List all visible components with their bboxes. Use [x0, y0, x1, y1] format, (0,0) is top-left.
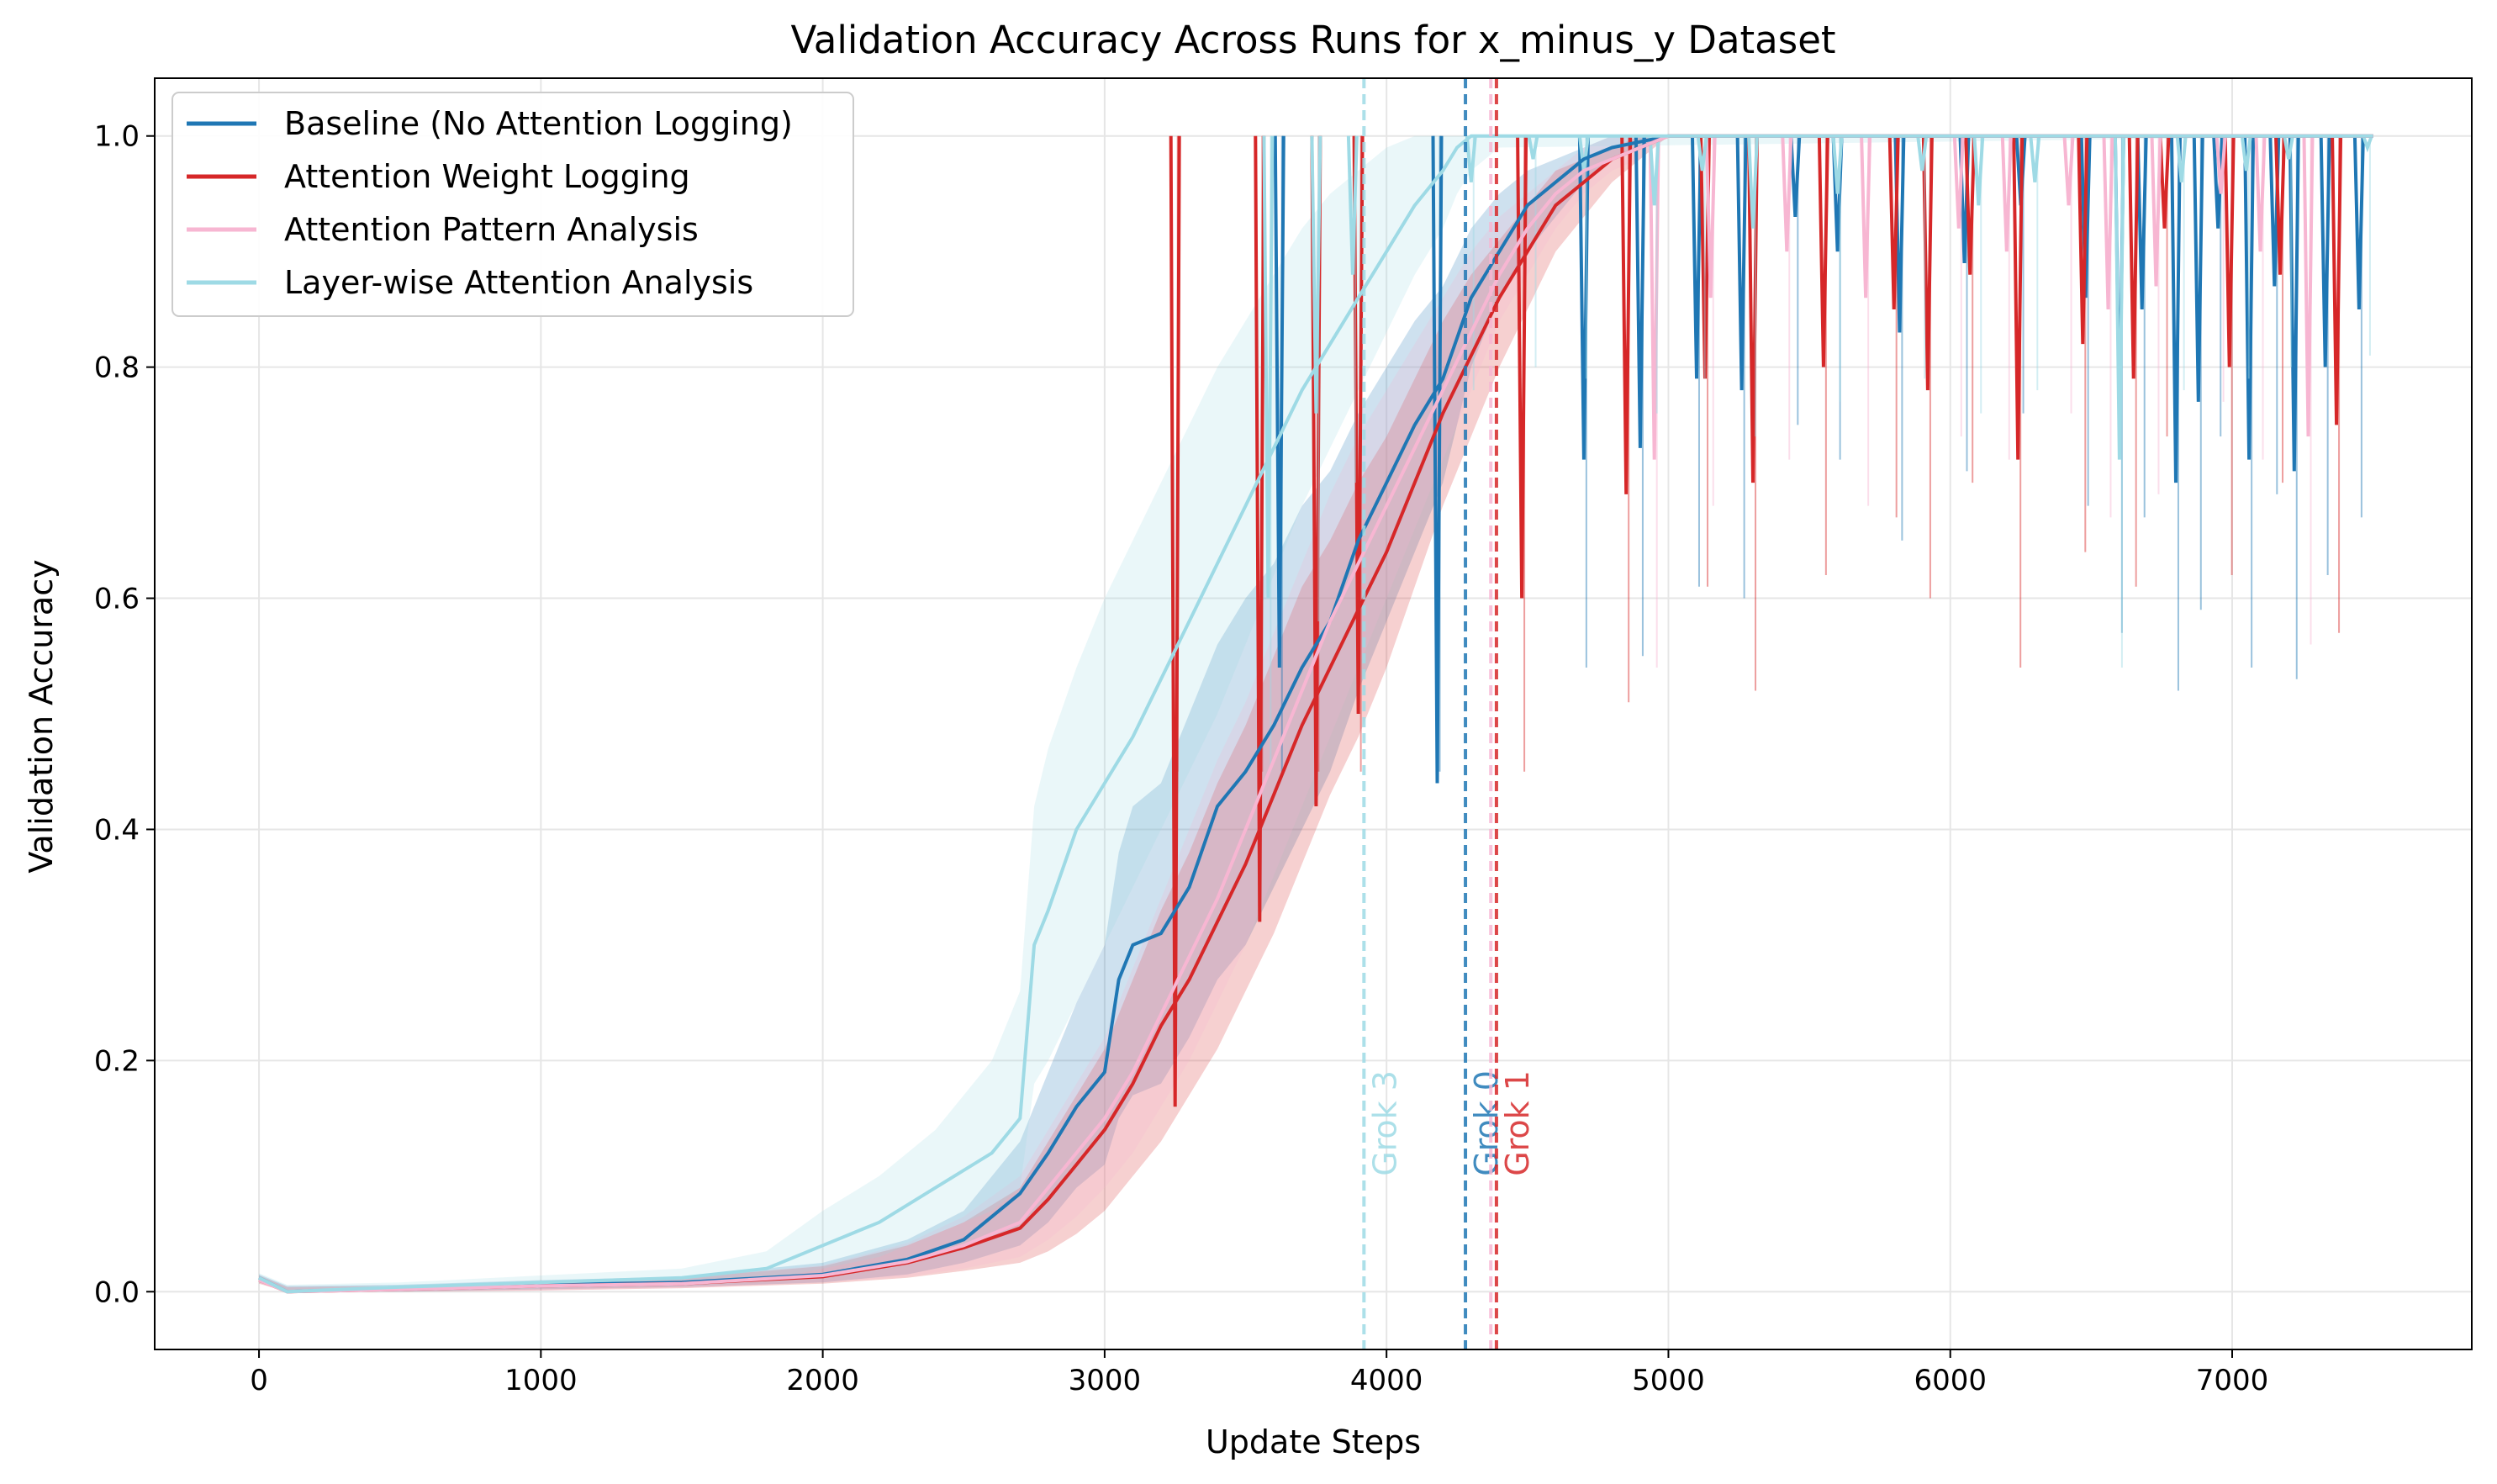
dip-spike	[2170, 135, 2182, 483]
y-axis-label: Validation Accuracy	[23, 559, 60, 873]
x-tick-label: 5000	[1632, 1364, 1705, 1397]
legend-label: Baseline (No Attention Logging)	[284, 105, 793, 142]
dip-spike	[2158, 135, 2171, 229]
dip-spike	[1781, 135, 1793, 252]
dip-spike	[1648, 135, 1660, 206]
y-tick-label: 0.2	[94, 1044, 140, 1078]
series-line	[258, 134, 2373, 1294]
dip-spike	[2192, 135, 2204, 402]
dip-spike	[2079, 135, 2092, 298]
dip-spike	[2000, 135, 2013, 252]
dip-spike	[1831, 135, 1844, 194]
series-lines	[258, 134, 2373, 1294]
dip-spike	[1310, 135, 1322, 414]
chart-title: Validation Accuracy Across Runs for x_mi…	[790, 18, 1835, 62]
dip-spike	[2331, 135, 2343, 425]
dip-spike	[2254, 135, 2267, 252]
dip-spike	[1916, 135, 1929, 172]
grok-label: Grok 0	[1468, 1070, 1505, 1176]
dip-spike	[1972, 135, 1985, 206]
dip-spike	[2215, 135, 2227, 194]
dip-spike	[1704, 135, 1717, 298]
legend-label: Attention Pattern Analysis	[284, 211, 699, 248]
axis-ticks: 0 1000 2000 3000 4000 5000 6000 7000 0.0 0.2 0.4 0.…	[94, 120, 2268, 1397]
y-tick-label: 0.6	[94, 583, 140, 616]
dip-spike	[2362, 135, 2373, 153]
y-tick-label: 1.0	[94, 120, 140, 154]
legend-label: Layer-wise Attention Analysis	[284, 264, 753, 301]
dip-spike	[2212, 135, 2225, 229]
dip-spike	[1634, 135, 1646, 448]
dip-spike	[1620, 135, 1633, 494]
dip-spike	[1465, 135, 1477, 182]
x-tick-label: 6000	[1914, 1364, 1987, 1397]
dip-spike	[1921, 135, 1934, 391]
dip-spike	[1262, 135, 1275, 599]
dip-spike	[2127, 135, 2140, 379]
dip-spike	[2113, 135, 2125, 460]
dip-spike	[1577, 135, 1590, 460]
dip-spike	[2135, 135, 2148, 309]
dip-spike	[2274, 135, 2286, 275]
x-tick-label: 1000	[504, 1364, 578, 1397]
dip-spike	[2062, 135, 2075, 206]
dip-spike	[1527, 135, 1539, 160]
dip-spike	[2302, 135, 2315, 437]
dip-spike	[2223, 135, 2236, 367]
dip-spike	[2029, 135, 2041, 182]
y-tick-label: 0.8	[94, 351, 140, 385]
x-tick-label: 0	[250, 1364, 268, 1397]
dip-spike	[2150, 135, 2162, 287]
plot-frame	[154, 77, 2473, 1350]
dip-spikes	[1169, 135, 2373, 1107]
x-tick-label: 7000	[2196, 1364, 2269, 1397]
dip-spike	[1169, 135, 1181, 1107]
dip-spike	[2243, 135, 2256, 460]
x-tick-label: 4000	[1350, 1364, 1423, 1397]
dip-spike	[1352, 135, 1365, 715]
grok-label: Grok 1	[1499, 1070, 1536, 1176]
dip-spike	[1691, 135, 1702, 379]
dip-spike	[2102, 135, 2114, 309]
dip-spike	[1789, 135, 1802, 218]
dip-spike	[2283, 135, 2295, 160]
dip-spike	[2319, 135, 2331, 367]
dip-spike	[2012, 135, 2025, 460]
dip-spike	[1254, 135, 1266, 922]
dip-spike	[1860, 135, 1872, 298]
dip-spike	[1735, 135, 1748, 391]
dip-spike	[1952, 135, 1965, 229]
y-tick-label: 0.4	[94, 813, 140, 847]
dip-spike	[2240, 135, 2252, 172]
dip-spike	[1648, 135, 1660, 460]
dip-spike	[2288, 135, 2300, 472]
dip-spike	[1696, 135, 1708, 172]
dip-spike	[1747, 135, 1759, 229]
dip-spike	[2175, 135, 2188, 182]
dip-spike	[1887, 135, 1900, 309]
dip-spike	[1346, 135, 1359, 275]
legend-box	[172, 92, 854, 317]
dip-spike	[1273, 135, 1285, 668]
legend: Baseline (No Attention Logging) Attention…	[172, 92, 854, 317]
dip-spike	[1817, 135, 1829, 367]
dip-spike	[2352, 135, 2365, 309]
dip-spike	[1747, 135, 1759, 483]
legend-label: Attention Weight Logging	[284, 158, 690, 195]
dip-spike	[2077, 135, 2089, 345]
y-tick-label: 0.0	[94, 1275, 140, 1309]
x-tick-label: 2000	[786, 1364, 859, 1397]
series-line	[258, 134, 2373, 1294]
x-axis-label: Update Steps	[1206, 1423, 1421, 1460]
dip-spike	[1431, 135, 1444, 784]
x-tick-label: 3000	[1069, 1364, 1142, 1397]
dip-spike	[1516, 135, 1528, 599]
dip-spike	[1964, 135, 1977, 275]
grok-label: Grok 3	[1366, 1070, 1403, 1176]
